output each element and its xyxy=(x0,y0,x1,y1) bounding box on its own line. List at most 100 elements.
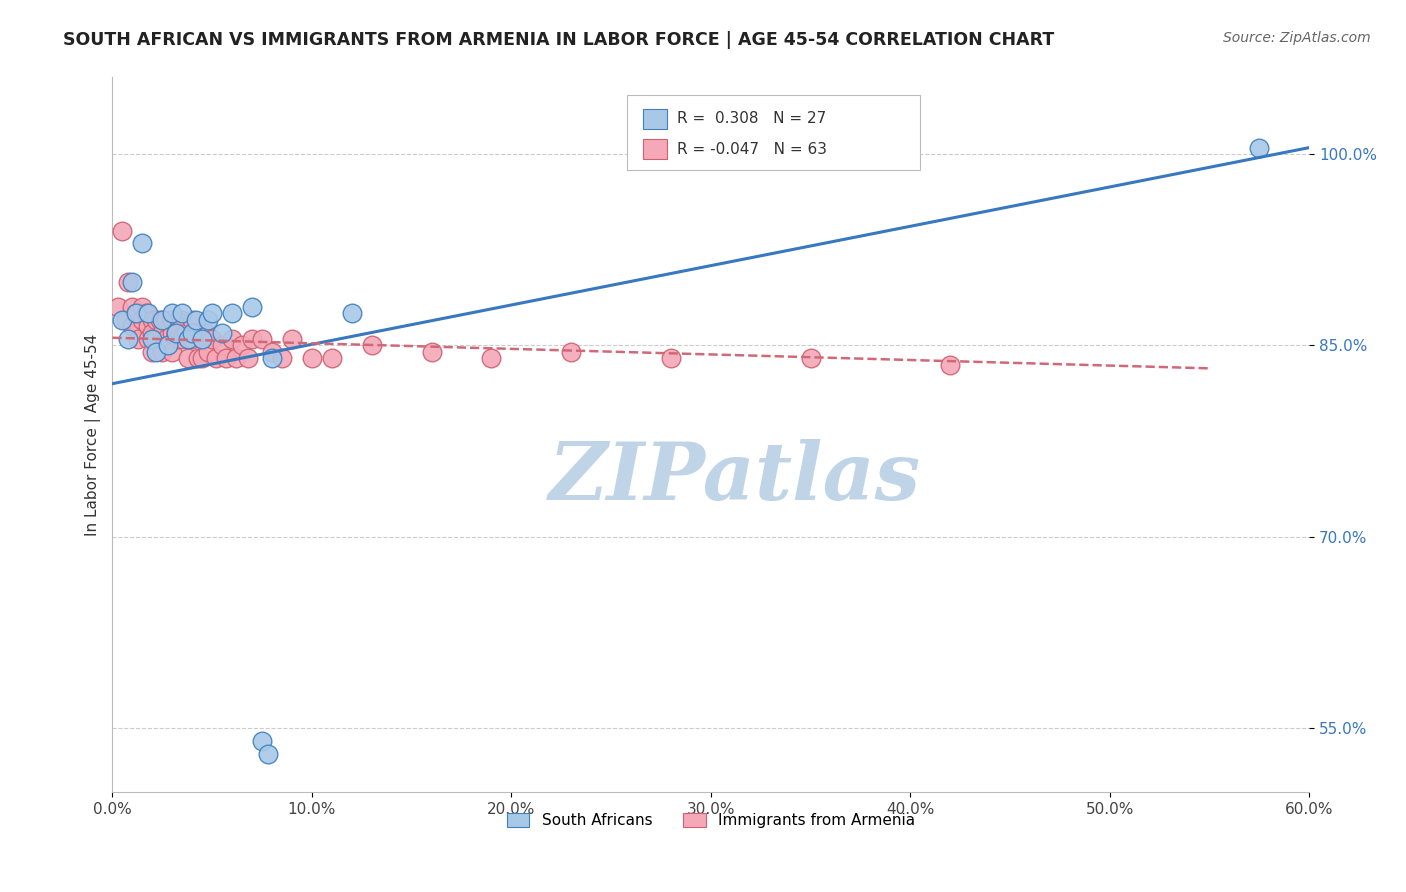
Point xyxy=(162,313,184,327)
Point xyxy=(250,734,273,748)
FancyBboxPatch shape xyxy=(643,109,666,128)
Point xyxy=(127,332,149,346)
Point xyxy=(205,351,228,366)
Point xyxy=(150,313,173,327)
Point xyxy=(186,313,208,327)
Text: SOUTH AFRICAN VS IMMIGRANTS FROM ARMENIA IN LABOR FORCE | AGE 45-54 CORRELATION : SOUTH AFRICAN VS IMMIGRANTS FROM ARMENIA… xyxy=(63,31,1054,49)
Point xyxy=(221,332,243,346)
Point xyxy=(1249,140,1271,154)
Point xyxy=(165,326,187,340)
Point xyxy=(141,313,163,327)
FancyBboxPatch shape xyxy=(643,139,666,160)
Point xyxy=(155,332,177,346)
Point xyxy=(141,332,163,346)
Point xyxy=(181,326,204,340)
Point xyxy=(181,332,204,346)
Point xyxy=(301,351,323,366)
Point xyxy=(141,326,163,340)
Point xyxy=(360,338,382,352)
Point xyxy=(201,332,224,346)
Point xyxy=(211,326,233,340)
Point xyxy=(111,313,134,327)
Point xyxy=(939,358,962,372)
Point xyxy=(167,332,190,346)
Point xyxy=(191,332,214,346)
Point xyxy=(162,306,184,320)
Point xyxy=(162,326,184,340)
Point xyxy=(174,326,197,340)
Text: Source: ZipAtlas.com: Source: ZipAtlas.com xyxy=(1223,31,1371,45)
Point xyxy=(121,300,143,314)
Point xyxy=(125,306,148,320)
Point xyxy=(145,344,167,359)
Point xyxy=(145,332,167,346)
Point xyxy=(659,351,682,366)
Point xyxy=(191,351,214,366)
Point xyxy=(172,313,194,327)
Point xyxy=(149,313,172,327)
Point xyxy=(197,313,219,327)
Point xyxy=(240,332,263,346)
Point xyxy=(136,319,159,334)
Point xyxy=(177,351,200,366)
Point xyxy=(481,351,503,366)
Point xyxy=(236,351,259,366)
Point xyxy=(131,236,153,251)
Point xyxy=(107,300,129,314)
Point xyxy=(115,313,138,327)
Point xyxy=(150,326,173,340)
Text: R =  0.308   N = 27: R = 0.308 N = 27 xyxy=(678,112,827,127)
Point xyxy=(201,306,224,320)
Point xyxy=(221,306,243,320)
Point xyxy=(197,344,219,359)
Point xyxy=(145,313,167,327)
Point xyxy=(157,338,180,352)
Point xyxy=(187,351,209,366)
Point xyxy=(257,747,280,761)
Point xyxy=(231,338,253,352)
Point xyxy=(225,351,247,366)
Point xyxy=(131,313,153,327)
Point xyxy=(181,313,204,327)
Point xyxy=(215,351,238,366)
Point xyxy=(165,326,187,340)
FancyBboxPatch shape xyxy=(627,95,921,170)
Point xyxy=(131,300,153,314)
Point xyxy=(172,306,194,320)
Point xyxy=(240,300,263,314)
Point xyxy=(186,326,208,340)
Point xyxy=(211,338,233,352)
Point xyxy=(195,326,218,340)
Point xyxy=(340,306,363,320)
Legend: South Africans, Immigrants from Armenia: South Africans, Immigrants from Armenia xyxy=(501,806,921,834)
Point xyxy=(177,332,200,346)
Text: ZIPatlas: ZIPatlas xyxy=(548,439,921,516)
Point xyxy=(111,223,134,237)
Point xyxy=(155,313,177,327)
Point xyxy=(560,344,582,359)
Y-axis label: In Labor Force | Age 45-54: In Labor Force | Age 45-54 xyxy=(86,334,101,536)
Point xyxy=(117,332,139,346)
Text: R = -0.047   N = 63: R = -0.047 N = 63 xyxy=(678,142,827,157)
Point xyxy=(420,344,443,359)
Point xyxy=(250,332,273,346)
Point xyxy=(135,306,157,320)
Point xyxy=(799,351,821,366)
Point xyxy=(260,344,283,359)
Point xyxy=(150,344,173,359)
Point xyxy=(281,332,304,346)
Point xyxy=(157,338,180,352)
Point xyxy=(260,351,283,366)
Point xyxy=(191,332,214,346)
Point xyxy=(117,275,139,289)
Point xyxy=(136,306,159,320)
Point xyxy=(172,332,194,346)
Point xyxy=(141,344,163,359)
Point xyxy=(121,319,143,334)
Point xyxy=(271,351,294,366)
Point xyxy=(125,306,148,320)
Point xyxy=(321,351,343,366)
Point xyxy=(162,344,184,359)
Point xyxy=(136,332,159,346)
Point xyxy=(121,275,143,289)
